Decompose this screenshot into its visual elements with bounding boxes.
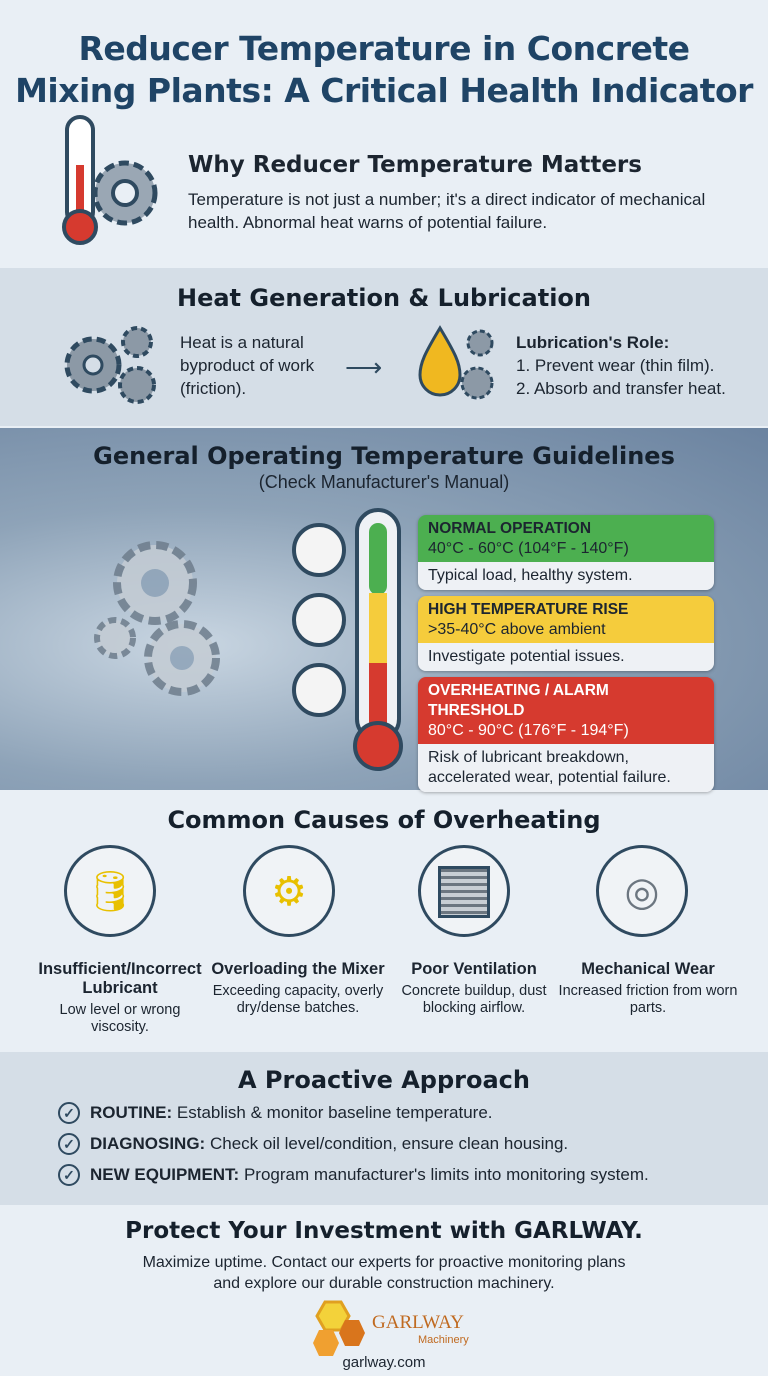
approach-heading: A Proactive Approach	[237, 1066, 530, 1094]
check-icon: ✓	[58, 1102, 80, 1124]
gears-illustration-icon	[94, 541, 220, 696]
gauge-normal-icon	[292, 523, 346, 577]
heat-text: Heat is a natural byproduct of work (fri…	[180, 333, 315, 398]
concrete-mixer-icon: ⚙	[243, 845, 335, 937]
guidelines-heading: General Operating Temperature Guidelines	[93, 442, 675, 470]
approach-item: ✓ NEW EQUIPMENT: Program manufacturer's l…	[58, 1164, 649, 1186]
guidelines-section: General Operating Temperature Guidelines…	[0, 428, 768, 792]
level-high: HIGH TEMPERATURE RISE >35-40°C above ambi…	[418, 596, 714, 671]
vent-icon	[418, 845, 510, 937]
thermometer-icon	[353, 508, 403, 771]
cause-lubricant: Insufficient/Incorrect Lubricant Low leve…	[38, 960, 202, 1035]
why-text: Temperature is not just a number; it's a…	[188, 190, 706, 232]
approach-item: ✓ DIAGNOSING: Check oil level/condition, …	[58, 1133, 568, 1155]
check-icon: ✓	[58, 1133, 80, 1155]
approach-section: A Proactive Approach ✓ ROUTINE: Establish…	[0, 1052, 768, 1205]
heat-heading: Heat Generation & Lubrication	[177, 284, 591, 312]
logo-sub: Machinery	[418, 1334, 469, 1346]
website-link[interactable]: garlway.com	[342, 1354, 426, 1371]
approach-item: ✓ ROUTINE: Establish & monitor baseline t…	[58, 1102, 493, 1124]
cause-wear: Mechanical Wear Increased friction from w…	[558, 960, 738, 1016]
level-alarm: OVERHEATING / ALARM THRESHOLD 80°C - 90°C…	[418, 677, 714, 792]
cause-overloading: Overloading the Mixer Exceeding capacity,…	[211, 960, 385, 1016]
arrow-right-icon: ⟶	[345, 352, 383, 382]
why-heading: Why Reducer Temperature Matters	[188, 152, 642, 178]
footer-text: Maximize uptime. Contact our experts for…	[142, 1254, 626, 1292]
footer-heading: Protect Your Investment with GARLWAY.	[125, 1218, 643, 1244]
level-normal: NORMAL OPERATION 40°C - 60°C (104°F - 140…	[418, 515, 714, 590]
guidelines-subheading: (Check Manufacturer's Manual)	[258, 472, 510, 492]
causes-heading: Common Causes of Overheating	[167, 806, 601, 834]
thermometer-gear-icon	[62, 115, 158, 245]
gauge-high-icon	[292, 593, 346, 647]
gears-friction-icon	[64, 326, 156, 404]
gauge-alarm-icon	[292, 663, 346, 717]
lubrication-role: Lubrication's Role: 1. Prevent wear (thin…	[516, 333, 726, 398]
garlway-logo-icon	[313, 1300, 365, 1356]
bearing-icon: ◎	[596, 845, 688, 937]
cause-ventilation: Poor Ventilation Concrete buildup, dust b…	[401, 960, 547, 1016]
oil-drop-gears-icon	[418, 325, 494, 400]
heat-section: Heat Generation & Lubrication Heat is a …	[0, 268, 768, 426]
oil-can-icon: 🛢	[64, 845, 156, 937]
page-title: Reducer Temperature in Concrete Mixing Pl…	[15, 29, 753, 110]
check-icon: ✓	[58, 1164, 80, 1186]
logo-name: GARLWAY	[372, 1312, 464, 1333]
